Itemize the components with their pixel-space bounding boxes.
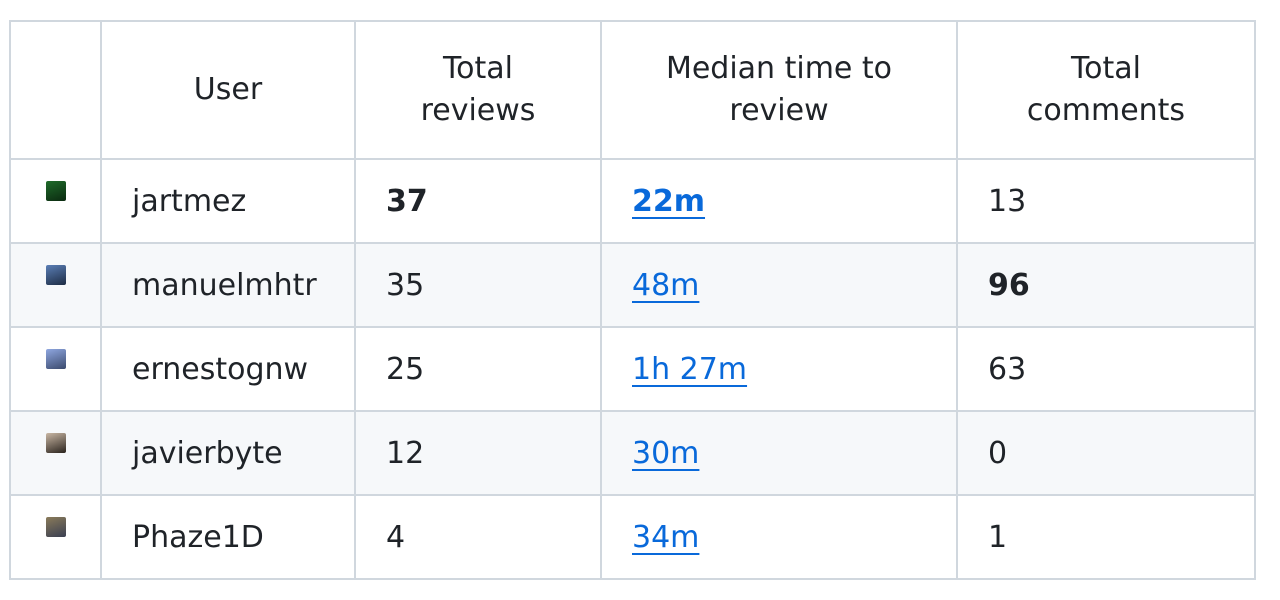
- avatar[interactable]: [45, 348, 66, 369]
- user-cell: Phaze1D: [100, 494, 356, 580]
- header-total-comments: Total comments: [956, 20, 1256, 160]
- user-cell: manuelmhtr: [100, 242, 356, 328]
- total-comments-cell: 63: [956, 326, 1256, 412]
- table-row: javierbyte 12 30m 0: [9, 410, 1256, 496]
- avatar-cell: [9, 410, 102, 496]
- review-stats-container: User Total reviews Median time to review…: [9, 20, 1256, 580]
- total-reviews-cell: 37: [354, 158, 602, 244]
- avatar[interactable]: [45, 516, 66, 537]
- median-time-cell: 34m: [600, 494, 958, 580]
- total-comments-cell: 96: [956, 242, 1256, 328]
- header-user: User: [100, 20, 356, 160]
- median-time-link[interactable]: 22m: [632, 183, 706, 219]
- total-reviews-cell: 12: [354, 410, 602, 496]
- user-cell: javierbyte: [100, 410, 356, 496]
- header-avatar: [9, 20, 102, 160]
- median-time-cell: 22m: [600, 158, 958, 244]
- user-cell: ernestognw: [100, 326, 356, 412]
- table-row: Phaze1D 4 34m 1: [9, 494, 1256, 580]
- table-row: manuelmhtr 35 48m 96: [9, 242, 1256, 328]
- total-reviews-cell: 35: [354, 242, 602, 328]
- total-comments-cell: 1: [956, 494, 1256, 580]
- table-row: ernestognw 25 1h 27m 63: [9, 326, 1256, 412]
- total-reviews-cell: 25: [354, 326, 602, 412]
- total-reviews-cell: 4: [354, 494, 602, 580]
- avatar-cell: [9, 242, 102, 328]
- avatar[interactable]: [45, 180, 66, 201]
- avatar-cell: [9, 158, 102, 244]
- avatar[interactable]: [45, 264, 66, 285]
- header-total-reviews: Total reviews: [354, 20, 602, 160]
- median-time-link[interactable]: 48m: [632, 267, 700, 303]
- median-time-link[interactable]: 1h 27m: [632, 351, 748, 387]
- avatar-cell: [9, 494, 102, 580]
- median-time-link[interactable]: 30m: [632, 435, 700, 471]
- median-time-cell: 48m: [600, 242, 958, 328]
- header-median-time: Median time to review: [600, 20, 958, 160]
- total-comments-cell: 0: [956, 410, 1256, 496]
- table-row: jartmez 37 22m 13: [9, 158, 1256, 244]
- review-stats-table: User Total reviews Median time to review…: [9, 20, 1256, 580]
- median-time-cell: 1h 27m: [600, 326, 958, 412]
- user-cell: jartmez: [100, 158, 356, 244]
- avatar-cell: [9, 326, 102, 412]
- avatar[interactable]: [45, 432, 66, 453]
- median-time-link[interactable]: 34m: [632, 519, 700, 555]
- median-time-cell: 30m: [600, 410, 958, 496]
- table-header-row: User Total reviews Median time to review…: [9, 20, 1256, 160]
- total-comments-cell: 13: [956, 158, 1256, 244]
